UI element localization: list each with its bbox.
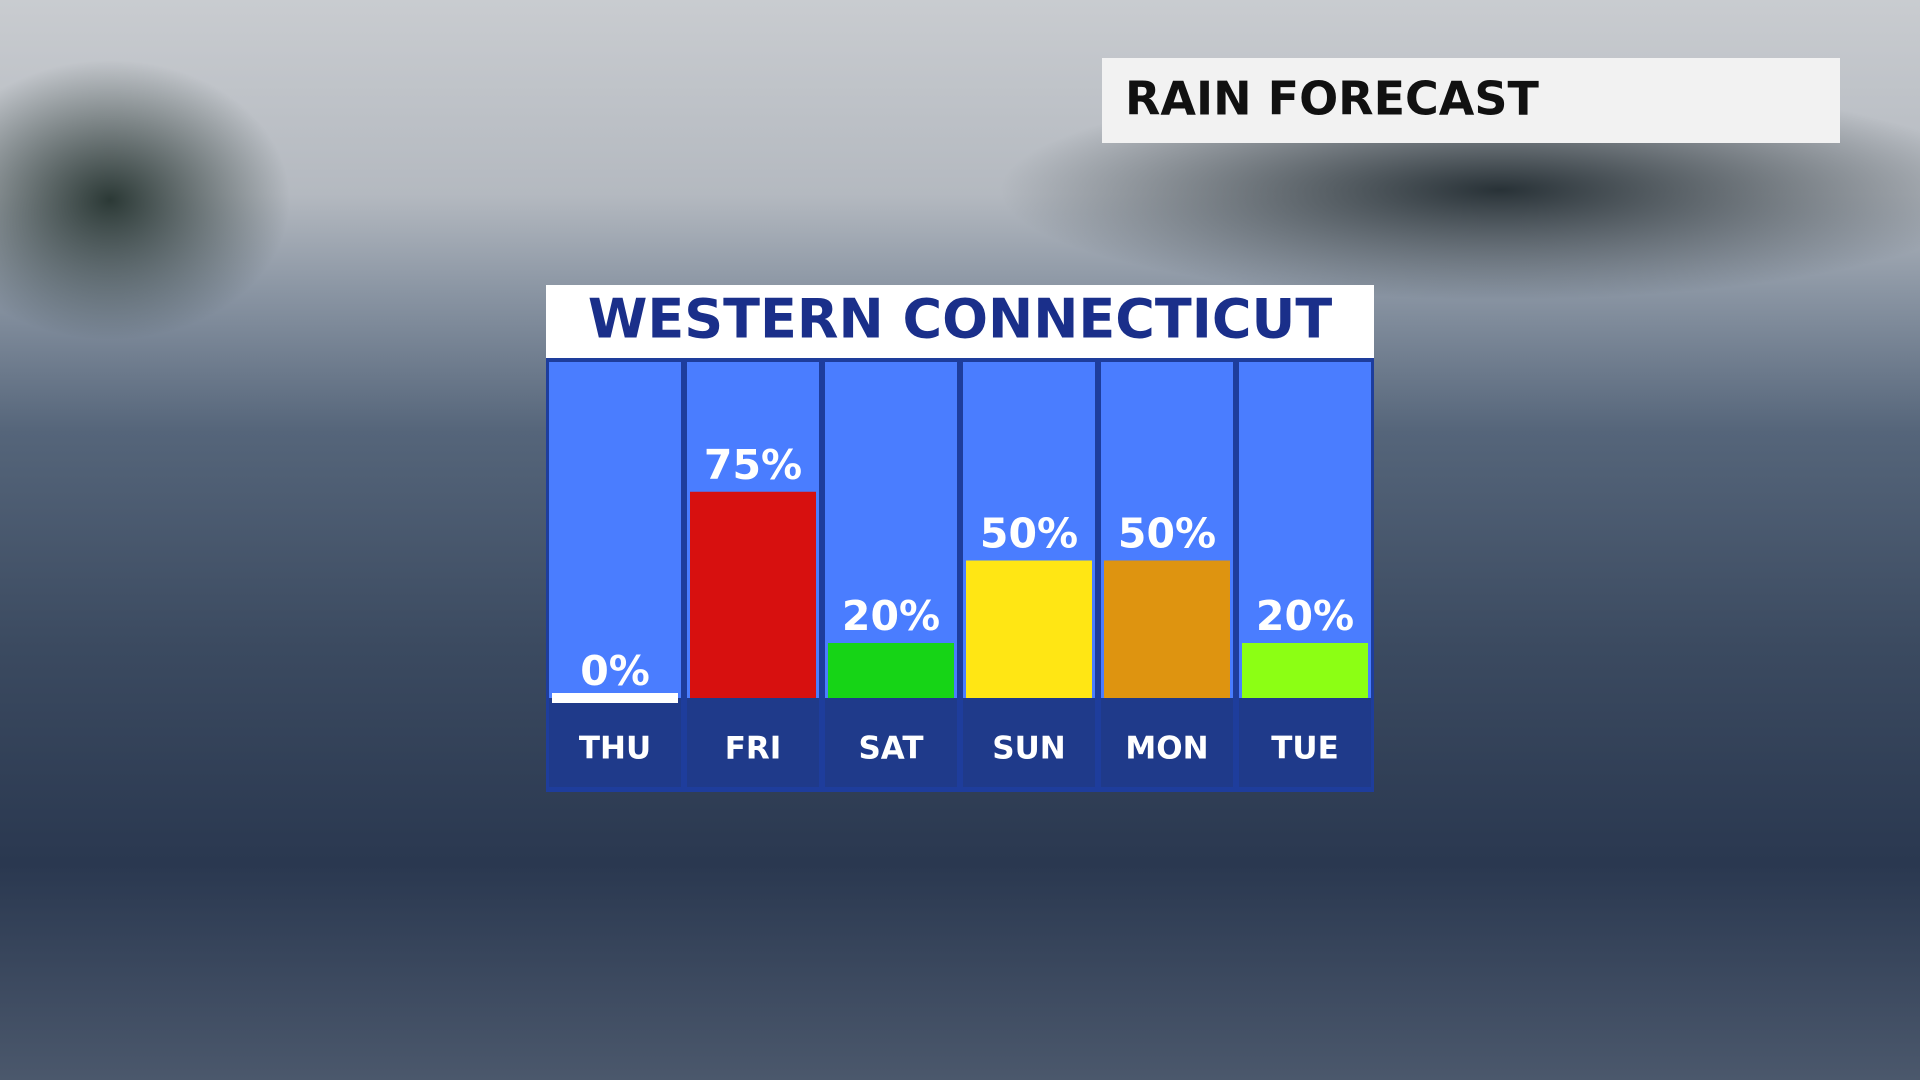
value-label: 75% — [704, 441, 802, 489]
column — [1239, 362, 1371, 698]
x-tick-label: SAT — [858, 731, 923, 767]
day-box — [549, 698, 681, 787]
bar — [1104, 560, 1230, 698]
day-box — [1239, 698, 1371, 787]
title-box — [546, 285, 1374, 358]
column — [549, 362, 681, 698]
bar — [1242, 643, 1368, 698]
value-label: 20% — [1256, 592, 1354, 640]
x-tick-label: TUE — [1271, 731, 1339, 767]
panel — [546, 358, 1374, 792]
day-box — [687, 698, 819, 787]
value-label: 0% — [580, 647, 650, 695]
chart-title: WESTERN CONNECTICUT — [588, 288, 1332, 351]
bar — [690, 491, 816, 698]
x-tick-label: MON — [1125, 731, 1208, 767]
day-box — [825, 698, 957, 787]
x-tick-label: THU — [579, 731, 651, 767]
header-box — [1102, 58, 1840, 143]
header-title: RAIN FORECAST — [1125, 72, 1540, 126]
value-label: 50% — [980, 510, 1078, 558]
day-box — [963, 698, 1095, 787]
bar — [552, 693, 678, 703]
bar — [828, 643, 954, 698]
x-tick-label: SUN — [992, 731, 1065, 767]
column — [825, 362, 957, 698]
value-label: 20% — [842, 592, 940, 640]
x-tick-label: FRI — [725, 731, 782, 767]
value-label: 50% — [1118, 510, 1216, 558]
bar — [966, 560, 1092, 698]
day-box — [1101, 698, 1233, 787]
